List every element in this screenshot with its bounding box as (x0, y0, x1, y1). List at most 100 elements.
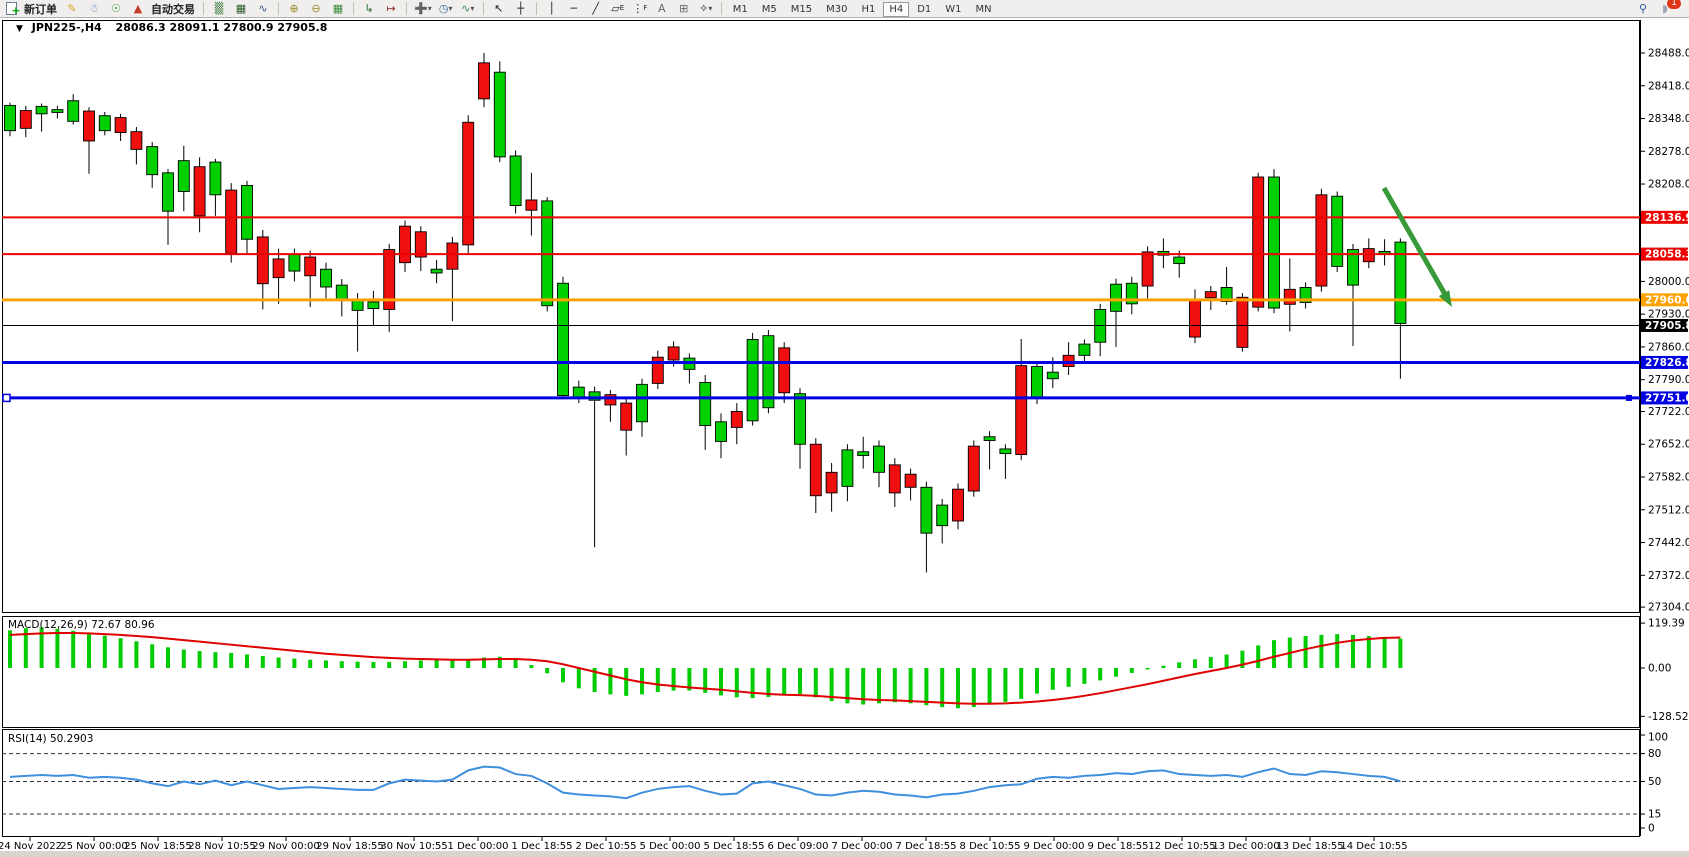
add-indicator-icon: ➕ (414, 2, 428, 15)
price-tick-label: 28208.0 (1648, 179, 1689, 191)
time-tick-label: 2 Dec 10:55 (576, 841, 637, 852)
macd-signal-line (9, 632, 1401, 705)
rsi-line (9, 765, 1401, 800)
bar-chart-mode-icon[interactable]: ▒ (214, 2, 224, 15)
separator (482, 2, 484, 15)
price-tag-label: 27905.8 (1645, 320, 1689, 332)
trendline-tool-icon[interactable]: ╱ (592, 2, 600, 15)
templates-dropdown[interactable]: ∿ ▾ (461, 2, 475, 15)
macd-label: MACD(12,26,9) 72.67 80.96 (8, 619, 155, 631)
time-tick-label: 29 Nov 18:55 (316, 841, 383, 852)
chat-badge: 1 (1667, 0, 1681, 9)
time-tick-label: 9 Dec 00:00 (1024, 841, 1085, 852)
price-tick-label: 27442.0 (1648, 537, 1689, 549)
chart-title: ▼ JPN225-,H4 28086.3 28091.1 27800.9 279… (16, 21, 327, 34)
indicators-dropdown[interactable]: ➕ ▾ (414, 2, 432, 15)
new-order-label[interactable]: 新订单 (24, 2, 57, 16)
timeframe-button-m30[interactable]: M30 (826, 4, 848, 15)
price-tag-label: 28136.9 (1645, 212, 1689, 224)
time-tick-label: 13 Dec 18:55 (1276, 841, 1343, 852)
price-tick-label: 27512.0 (1648, 504, 1689, 516)
price-tag-label: 27960.6 (1645, 294, 1689, 306)
time-tick-label: 1 Dec 00:00 (448, 841, 509, 852)
zoom-out-icon[interactable]: ⊖ (311, 2, 321, 15)
separator (278, 2, 279, 15)
market-watch-icon[interactable]: ☃ (89, 2, 99, 15)
chat-button[interactable]: ◗ 1 (1655, 0, 1681, 16)
text-label-tool-icon[interactable]: ⊞ (679, 2, 689, 15)
timeframe-button-w1[interactable]: W1 (945, 4, 962, 15)
macd-panel[interactable] (2, 616, 1640, 728)
time-tick-label: 12 Dec 10:55 (1148, 841, 1215, 852)
tile-windows-icon[interactable]: ▦ (332, 2, 344, 15)
timeframe-button-mn[interactable]: MN (975, 4, 992, 15)
chat-bubble-icon: ◗ (1662, 2, 1668, 15)
price-tick-label: 28348.0 (1648, 113, 1689, 125)
time-tick-label: 29 Nov 00:00 (252, 841, 319, 852)
price-tag-label: 27826.8 (1645, 357, 1689, 369)
time-tick-label: 13 Dec 00:00 (1212, 841, 1279, 852)
auto-scroll-icon[interactable]: ↳ (364, 2, 374, 15)
crosshair-icon[interactable]: ┼ (517, 2, 525, 15)
price-tick-label: 27304.0 (1648, 602, 1689, 614)
horizontal-line-tool-icon[interactable]: ─ (570, 2, 578, 15)
status-strip (0, 851, 1689, 857)
timeframe-button-m15[interactable]: M15 (790, 4, 813, 15)
chart-shift-icon[interactable]: ↦ (386, 2, 396, 15)
chevron-down-icon[interactable]: ▼ (16, 24, 23, 34)
arrows-tool-icon: ✧ (699, 2, 709, 15)
time-tick-label: 25 Nov 00:00 (60, 841, 127, 852)
timeframe-button-h4[interactable]: H4 (883, 2, 910, 17)
new-order-button[interactable] (1, 1, 21, 18)
fibonacci-tool-icon[interactable]: ⋮ F (632, 2, 648, 15)
time-tick-label: 25 Nov 18:55 (124, 841, 191, 852)
timeframe-button-m5[interactable]: M5 (761, 4, 777, 15)
template-icon: ∿ (461, 2, 471, 15)
arrows-tool-dropdown[interactable]: ✧ ▾ (699, 2, 713, 15)
trend-arrow-head (1438, 290, 1452, 307)
time-tick-label: 7 Dec 00:00 (832, 841, 893, 852)
separator (535, 2, 537, 15)
periods-dropdown[interactable]: ◷ ▾ (438, 2, 453, 15)
cursor-icon[interactable]: ↖ (494, 2, 504, 15)
line-handle (1626, 394, 1632, 401)
price-tick-label: 27930.0 (1648, 309, 1689, 321)
channel-tool-icon[interactable]: ▱ E (611, 2, 625, 15)
time-tick-label: 8 Dec 10:55 (960, 841, 1021, 852)
rsi-layer (2, 753, 1640, 815)
rsi-label: RSI(14) 50.2903 (8, 733, 94, 745)
main-panel[interactable] (2, 20, 1640, 613)
price-tick-label: 28418.0 (1648, 80, 1689, 92)
vertical-line-tool-icon[interactable]: │ (548, 2, 556, 15)
timeframe-button-h1[interactable]: H1 (861, 4, 876, 15)
price-tick-label: 28488.0 (1648, 48, 1689, 60)
symbol-period-label: JPN225-,H4 (31, 21, 102, 34)
zoom-in-icon[interactable]: ⊕ (289, 2, 299, 15)
auto-trading-label[interactable]: 自动交易 (151, 2, 195, 16)
price-tag (1641, 391, 1688, 405)
signal-icon[interactable]: ☉ (111, 2, 121, 15)
rsi-panel[interactable] (2, 729, 1640, 837)
time-tick-label: 1 Dec 18:55 (512, 841, 573, 852)
trend-arrow-annotation[interactable] (1381, 186, 1449, 298)
auto-trading-icon[interactable]: ▲ (133, 2, 143, 15)
highlighter-icon[interactable]: ✎ (67, 2, 77, 15)
clock-icon: ◷ (438, 2, 449, 15)
time-tick-label: 30 Nov 10:55 (380, 841, 447, 852)
line-chart-mode-icon[interactable]: ∿ (258, 2, 268, 15)
timeframe-button-m1[interactable]: M1 (732, 4, 748, 15)
separator (720, 2, 722, 15)
text-tool-icon[interactable]: A (657, 2, 666, 15)
timeframe-button-d1[interactable]: D1 (917, 4, 932, 15)
price-tag (1641, 293, 1688, 307)
candlestick-mode-icon[interactable]: ▦ (235, 2, 247, 15)
time-tick-label: 5 Dec 00:00 (640, 841, 701, 852)
search-icon[interactable]: ⚲ (1638, 2, 1648, 15)
price-tag-label: 27751.0 (1645, 392, 1689, 404)
timeframe-group: M1 M5 M15 M30 H1 H4 D1 W1 MN (726, 2, 999, 17)
price-tag-label: 28058.3 (1645, 249, 1689, 261)
ohlc-values: 28086.3 28091.1 27800.9 27905.8 (115, 21, 328, 34)
